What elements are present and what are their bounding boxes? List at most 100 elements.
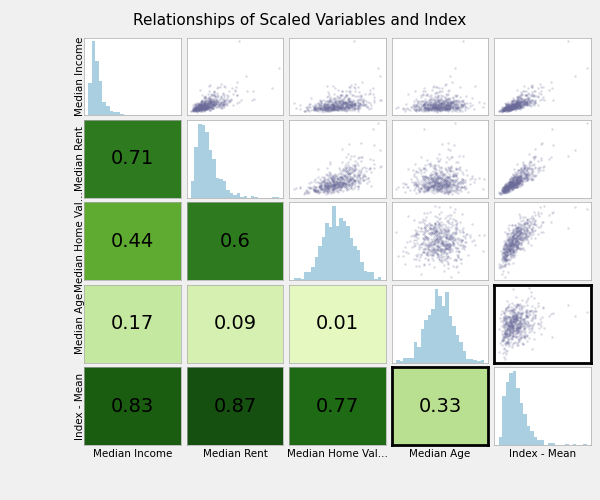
Point [511, 303, 521, 311]
Point [514, 322, 523, 330]
Point [326, 182, 335, 190]
Point [347, 104, 357, 112]
Point [430, 181, 440, 189]
Point [314, 178, 324, 186]
Point [422, 213, 431, 221]
Point [309, 106, 319, 114]
Point [192, 106, 202, 114]
Point [509, 309, 519, 317]
Point [508, 102, 517, 110]
Point [424, 184, 434, 192]
Point [429, 184, 439, 192]
Point [192, 102, 202, 110]
Point [508, 102, 518, 110]
Point [430, 103, 440, 111]
Point [501, 313, 511, 321]
Point [208, 97, 218, 105]
Point [511, 240, 521, 248]
Point [193, 106, 203, 114]
Point [439, 100, 449, 108]
Point [328, 102, 338, 110]
Point [334, 104, 344, 112]
Point [443, 244, 453, 252]
Point [313, 104, 322, 112]
Point [440, 102, 450, 110]
Point [536, 209, 546, 217]
Point [443, 104, 452, 112]
Point [467, 220, 476, 228]
Point [508, 181, 518, 189]
Text: 0.6: 0.6 [220, 232, 250, 251]
Point [508, 182, 518, 190]
Point [206, 99, 215, 107]
Point [502, 328, 512, 336]
Point [517, 241, 526, 249]
Point [507, 242, 517, 250]
Point [437, 240, 447, 248]
Point [310, 183, 320, 191]
Point [511, 333, 521, 341]
Point [510, 221, 520, 229]
Point [422, 100, 431, 108]
Point [508, 101, 518, 109]
Point [196, 100, 206, 108]
Point [516, 103, 526, 111]
Point [453, 105, 463, 113]
Point [328, 104, 338, 112]
Point [522, 226, 532, 234]
Point [328, 184, 337, 192]
Point [518, 178, 527, 186]
Point [514, 178, 524, 186]
Point [195, 98, 205, 106]
Point [503, 321, 513, 329]
Point [337, 172, 346, 180]
Point [317, 104, 326, 112]
Point [520, 86, 529, 94]
Point [199, 94, 208, 102]
Point [345, 169, 355, 177]
Point [430, 230, 439, 237]
Point [353, 100, 363, 108]
Point [503, 251, 512, 259]
Point [411, 106, 421, 114]
Point [209, 99, 219, 107]
Point [430, 244, 440, 252]
Point [498, 188, 508, 196]
Point [505, 256, 514, 264]
Point [326, 181, 336, 189]
Point [328, 100, 337, 108]
Point [444, 242, 454, 250]
Point [197, 98, 207, 106]
Point [516, 316, 526, 324]
Point [427, 170, 436, 178]
Point [208, 104, 218, 112]
Point [494, 263, 504, 271]
Point [200, 104, 209, 112]
Point [522, 226, 532, 234]
Point [434, 88, 444, 96]
Point [310, 185, 320, 193]
Point [530, 152, 540, 160]
Point [433, 236, 443, 244]
Point [520, 177, 529, 185]
Point [200, 104, 209, 112]
Point [422, 209, 431, 217]
Point [350, 80, 360, 88]
Point [499, 183, 509, 191]
Point [425, 239, 434, 247]
Point [313, 99, 322, 107]
Point [517, 172, 527, 180]
Point [467, 237, 477, 245]
Point [461, 184, 470, 192]
Point [430, 102, 439, 110]
Point [442, 239, 451, 247]
Point [451, 158, 461, 166]
Point [501, 241, 511, 249]
Point [334, 175, 343, 183]
Point [505, 105, 515, 113]
Point [452, 102, 461, 110]
Point [503, 319, 513, 327]
Point [444, 230, 454, 238]
Point [333, 170, 343, 178]
Point [517, 318, 527, 326]
